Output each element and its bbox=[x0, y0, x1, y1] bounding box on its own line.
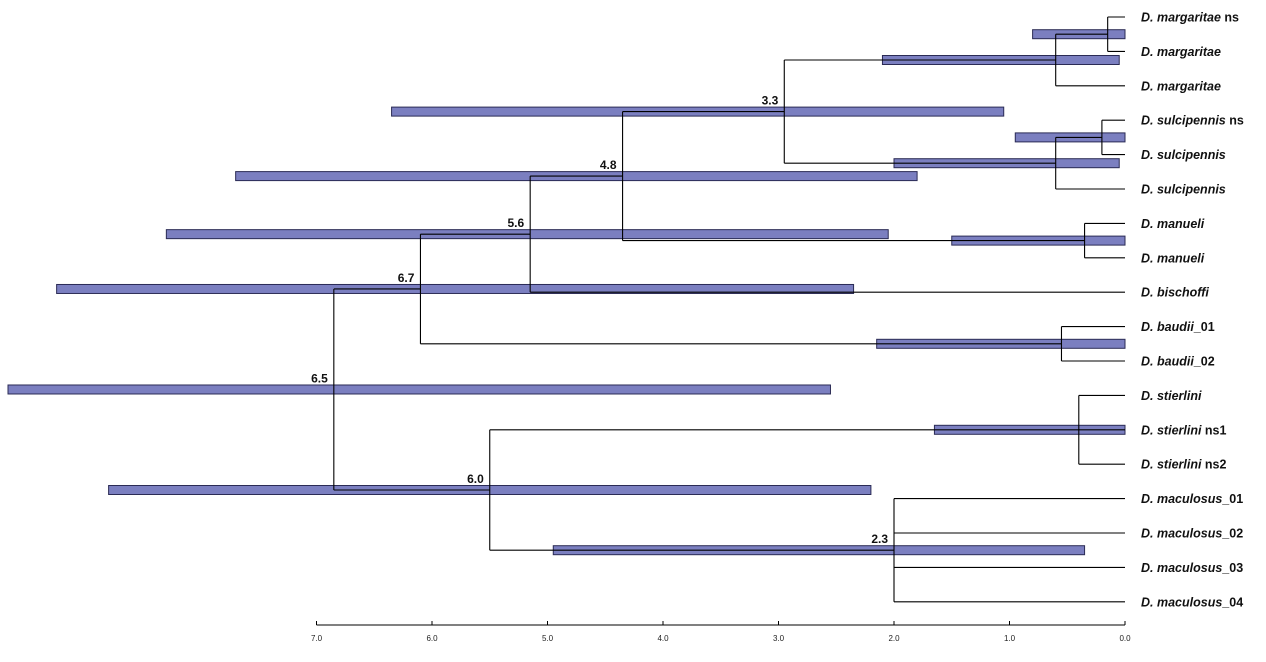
tip-suffix: ns bbox=[1226, 114, 1244, 128]
tip-label: D. baudii_02 bbox=[1141, 355, 1215, 369]
tip-label: D. manueli bbox=[1141, 251, 1205, 265]
tip-label: D. margaritae bbox=[1141, 79, 1221, 93]
axis-tick-label: 1.0 bbox=[1004, 634, 1016, 643]
tip-label: D. maculosus_02 bbox=[1141, 527, 1243, 541]
node-age-label: 3.3 bbox=[762, 94, 779, 108]
tip-label: D. margaritae bbox=[1141, 45, 1221, 59]
axis-tick-label: 6.0 bbox=[426, 634, 438, 643]
tip-species: stierlini bbox=[1157, 458, 1202, 472]
tip-genus: D. bbox=[1141, 561, 1157, 575]
tip-suffix: ns bbox=[1221, 11, 1239, 25]
tip-suffix: _03 bbox=[1221, 561, 1243, 575]
tip-genus: D. bbox=[1141, 492, 1157, 506]
tip-species: manueli bbox=[1157, 251, 1205, 265]
tip-genus: D. bbox=[1141, 423, 1157, 437]
tip-suffix: _04 bbox=[1221, 595, 1243, 609]
tip-species: manueli bbox=[1157, 217, 1205, 231]
tip-species: margaritae bbox=[1157, 11, 1221, 25]
tip-genus: D. bbox=[1141, 320, 1157, 334]
tip-species: stierlini bbox=[1157, 389, 1202, 403]
tip-suffix: _02 bbox=[1193, 355, 1215, 369]
tip-species: margaritae bbox=[1157, 79, 1221, 93]
tip-genus: D. bbox=[1141, 595, 1157, 609]
tip-label: D. sulcipennis bbox=[1141, 148, 1226, 162]
tip-label: D. stierlini bbox=[1141, 389, 1202, 403]
axis-tick-label: 3.0 bbox=[773, 634, 785, 643]
tip-label: D. sulcipennis ns bbox=[1141, 114, 1244, 128]
tip-suffix: ns1 bbox=[1201, 423, 1226, 437]
node-age-label: 6.7 bbox=[398, 271, 415, 285]
tip-species: maculosus bbox=[1157, 527, 1222, 541]
tip-species: bischoffi bbox=[1157, 286, 1209, 300]
node-age-label: 6.5 bbox=[311, 371, 328, 385]
hpd-bar-n_cladeA bbox=[56, 283, 855, 294]
tip-genus: D. bbox=[1141, 458, 1157, 472]
axis-tick-label: 4.0 bbox=[657, 634, 669, 643]
tip-genus: D. bbox=[1141, 251, 1157, 265]
tip-species: maculosus bbox=[1157, 492, 1222, 506]
tip-species: margaritae bbox=[1157, 45, 1221, 59]
axis-tick-label: 0.0 bbox=[1119, 634, 1131, 643]
tip-label: D. manueli bbox=[1141, 217, 1205, 231]
tip-species: stierlini bbox=[1157, 423, 1202, 437]
tip-genus: D. bbox=[1141, 45, 1157, 59]
axis-tick-label: 5.0 bbox=[542, 634, 554, 643]
tip-genus: D. bbox=[1141, 11, 1157, 25]
axis-tick-label: 7.0 bbox=[311, 634, 323, 643]
tip-genus: D. bbox=[1141, 286, 1157, 300]
node-age-label: 6.0 bbox=[467, 472, 484, 486]
tip-species: baudii bbox=[1157, 355, 1194, 369]
tip-species: maculosus bbox=[1157, 595, 1222, 609]
tip-genus: D. bbox=[1141, 389, 1157, 403]
tip-label: D. stierlini ns2 bbox=[1141, 458, 1227, 472]
tip-label: D. stierlini ns1 bbox=[1141, 423, 1227, 437]
tip-genus: D. bbox=[1141, 79, 1157, 93]
tip-label: D. margaritae ns bbox=[1141, 11, 1239, 25]
tip-species: sulcipennis bbox=[1157, 183, 1226, 197]
axis-tick-label: 2.0 bbox=[888, 634, 900, 643]
tip-species: maculosus bbox=[1157, 561, 1222, 575]
tip-suffix: ns2 bbox=[1201, 458, 1226, 472]
node-age-label: 2.3 bbox=[871, 532, 888, 546]
time-axis: 7.0 6.0 5.0 4.0 3.0 2.0 1.0 0.0 bbox=[311, 621, 1131, 643]
tip-genus: D. bbox=[1141, 148, 1157, 162]
node-age-labels: 3.3 4.8 5.6 6.7 2.3 6.0 6.5 bbox=[311, 94, 888, 547]
tip-species: baudii bbox=[1157, 320, 1194, 334]
tip-suffix: _01 bbox=[1221, 492, 1243, 506]
tip-genus: D. bbox=[1141, 217, 1157, 231]
tip-suffix: _01 bbox=[1193, 320, 1215, 334]
tip-label: D. bischoffi bbox=[1141, 286, 1209, 300]
tip-species: sulcipennis bbox=[1157, 148, 1226, 162]
tip-label: D. sulcipennis bbox=[1141, 183, 1226, 197]
tip-label: D. baudii_01 bbox=[1141, 320, 1215, 334]
tip-suffix: _02 bbox=[1221, 527, 1243, 541]
tip-species: sulcipennis bbox=[1157, 114, 1226, 128]
tip-label: D. maculosus_01 bbox=[1141, 492, 1243, 506]
node-age-label: 5.6 bbox=[507, 216, 524, 230]
tip-genus: D. bbox=[1141, 183, 1157, 197]
tip-genus: D. bbox=[1141, 355, 1157, 369]
tip-genus: D. bbox=[1141, 527, 1157, 541]
tip-label: D. maculosus_04 bbox=[1141, 595, 1243, 609]
node-age-label: 4.8 bbox=[600, 158, 617, 172]
tip-genus: D. bbox=[1141, 114, 1157, 128]
tree-branches bbox=[333, 16, 1125, 603]
hpd-bar-root bbox=[7, 384, 831, 395]
tip-label: D. maculosus_03 bbox=[1141, 561, 1243, 575]
